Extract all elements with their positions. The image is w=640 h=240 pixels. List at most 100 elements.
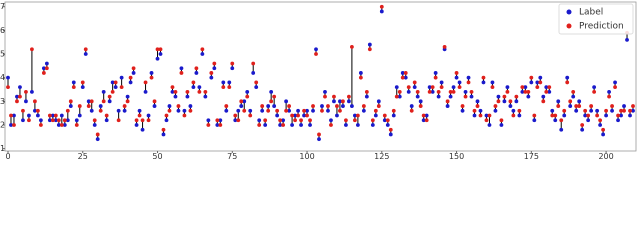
point [430,89,435,94]
point [559,118,564,123]
point [68,99,73,104]
point [116,118,121,123]
point [251,61,256,66]
point [586,118,591,123]
point [403,75,408,80]
point [161,127,166,132]
point [152,104,157,108]
point [568,104,573,108]
point [89,108,94,113]
point [47,113,52,118]
point [95,137,100,142]
point [269,99,274,104]
point [24,99,28,104]
point [242,99,247,104]
point [532,118,537,123]
point [604,113,608,118]
point [272,94,277,99]
point [592,85,597,90]
point [475,99,480,104]
point [520,85,525,90]
point [610,104,614,108]
point [308,123,312,127]
point [125,94,130,99]
point [98,108,103,113]
point [520,89,525,94]
point [18,85,22,90]
point [149,75,154,80]
point [625,37,629,42]
point [326,108,330,113]
point [167,108,172,113]
point [460,104,465,108]
point [15,99,19,104]
point [505,89,510,94]
point [487,113,492,118]
point [12,123,16,127]
point [113,85,118,90]
x-tick-label: 25 [78,152,88,160]
point [224,108,229,113]
point [320,108,324,113]
point [499,123,504,127]
y-tick-label: 2 [0,120,5,129]
point [472,113,477,118]
point [436,94,441,99]
point [385,118,390,123]
point [317,137,321,142]
point [335,113,339,118]
point [352,113,357,118]
point [406,89,411,94]
point [272,104,277,108]
point [544,89,549,94]
point [347,99,351,104]
point [574,104,579,108]
point [472,108,477,113]
point [83,52,88,56]
point [364,94,369,99]
point [170,85,175,90]
point [541,94,546,99]
point [239,99,244,104]
point [24,89,28,94]
point [391,113,396,118]
point [6,75,10,80]
point [475,104,480,108]
point [68,104,73,108]
point [538,75,543,80]
point [230,61,235,66]
point [592,89,597,94]
point [451,85,456,90]
point [236,108,241,113]
point [269,89,274,94]
point [257,123,262,127]
point [119,85,124,90]
point [535,85,540,90]
point [514,99,519,104]
point [361,108,366,113]
point [466,75,471,80]
point [176,104,181,108]
point [601,127,606,132]
point [182,113,187,118]
point [71,85,76,90]
point [370,123,375,127]
point [607,89,611,94]
point [35,108,40,113]
point [33,99,37,104]
point [30,47,34,52]
point [628,113,632,118]
point [131,71,136,75]
point [38,123,43,127]
point [314,52,318,56]
point [203,94,208,99]
point [137,108,142,113]
point [212,66,217,71]
point [631,104,635,108]
legend-label: Label [579,8,603,18]
point [27,113,31,118]
point [302,108,306,113]
point [305,108,309,113]
point [436,89,441,94]
point [101,99,106,104]
